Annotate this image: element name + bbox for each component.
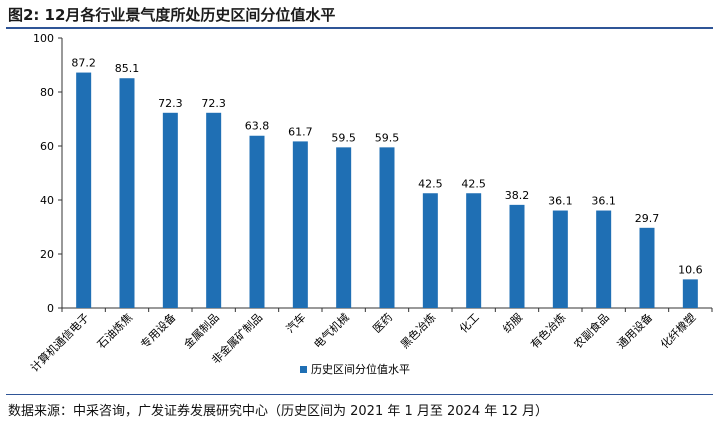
bar: [682, 279, 698, 308]
y-tick-label: 0: [47, 302, 54, 315]
bar: [162, 112, 178, 308]
x-tick-label: 电气机械: [311, 310, 352, 351]
data-label: 61.7: [288, 125, 313, 138]
bar: [119, 78, 135, 308]
bar: [422, 193, 438, 308]
legend-swatch: [300, 366, 307, 373]
chart-data-labels: 87.2 85.1 72.3 72.3 63.8 61.7 59.5 59.5 42.5 42.5…: [71, 57, 702, 277]
legend-label: 历史区间分位值水平: [311, 362, 410, 376]
source-note: 数据来源：中采咨询，广发证券发展研究中心（历史区间为 2021 年 1 月至 2…: [8, 404, 549, 419]
data-label: 72.3: [158, 97, 183, 110]
source-rule: [6, 394, 713, 395]
bar: [379, 147, 395, 308]
chart-bars: [76, 72, 698, 308]
bar: [596, 210, 612, 308]
bar: [206, 112, 222, 308]
y-tick-label: 60: [40, 140, 54, 153]
figure-label: 图2:: [8, 6, 40, 24]
data-label: 42.5: [461, 177, 486, 190]
y-tick-label: 100: [33, 32, 54, 45]
x-tick-label: 有色冶炼: [527, 310, 568, 351]
data-label: 36.1: [548, 195, 573, 208]
x-tick-label: 计算机通信电子: [27, 310, 91, 374]
figure-title-text: 12月各行业景气度所处历史区间分位值水平: [44, 6, 336, 24]
bar: [249, 135, 265, 308]
bar-chart: 0 20 40 60 80 100 87.2 85.1 72.3 72.3 63.8 61.7 59.…: [27, 32, 713, 376]
x-tick-label: 纺服: [500, 310, 525, 335]
x-tick-label: 黑色冶炼: [397, 310, 438, 351]
bar: [639, 227, 655, 308]
x-tick-label: 汽车: [283, 310, 308, 335]
x-tick-label: 石油炼焦: [94, 310, 135, 351]
x-tick-label: 化工: [456, 310, 481, 335]
data-label: 59.5: [331, 131, 356, 144]
bar: [466, 193, 482, 308]
x-tick-label: 专用设备: [137, 310, 178, 351]
x-tick-label: 农副食品: [571, 310, 612, 351]
bar: [552, 210, 568, 308]
y-tick-label: 80: [40, 86, 54, 99]
x-tick-label: 医药: [370, 311, 395, 336]
data-label: 85.1: [115, 62, 140, 75]
figure-title: 图2: 12月各行业景气度所处历史区间分位值水平: [8, 4, 711, 28]
x-tick-label: 化纤橡塑: [657, 310, 698, 351]
x-tick-label: 通用设备: [614, 310, 655, 351]
title-rule: [6, 27, 713, 29]
data-label: 10.6: [678, 263, 703, 276]
data-label: 63.8: [245, 120, 270, 133]
data-label: 29.7: [635, 212, 660, 225]
data-label: 36.1: [591, 195, 616, 208]
data-label: 87.2: [71, 57, 96, 70]
y-tick-label: 20: [40, 248, 54, 261]
data-label: 72.3: [201, 97, 226, 110]
data-label: 42.5: [418, 177, 443, 190]
bar: [76, 72, 92, 308]
data-label: 38.2: [505, 189, 530, 202]
y-tick-label: 40: [40, 194, 54, 207]
bar: [292, 141, 308, 308]
bar: [336, 147, 352, 308]
x-tick-label: 金属制品: [181, 310, 222, 351]
chart-legend: 历史区间分位值水平: [300, 362, 410, 376]
bar: [509, 204, 525, 308]
data-label: 59.5: [375, 131, 400, 144]
